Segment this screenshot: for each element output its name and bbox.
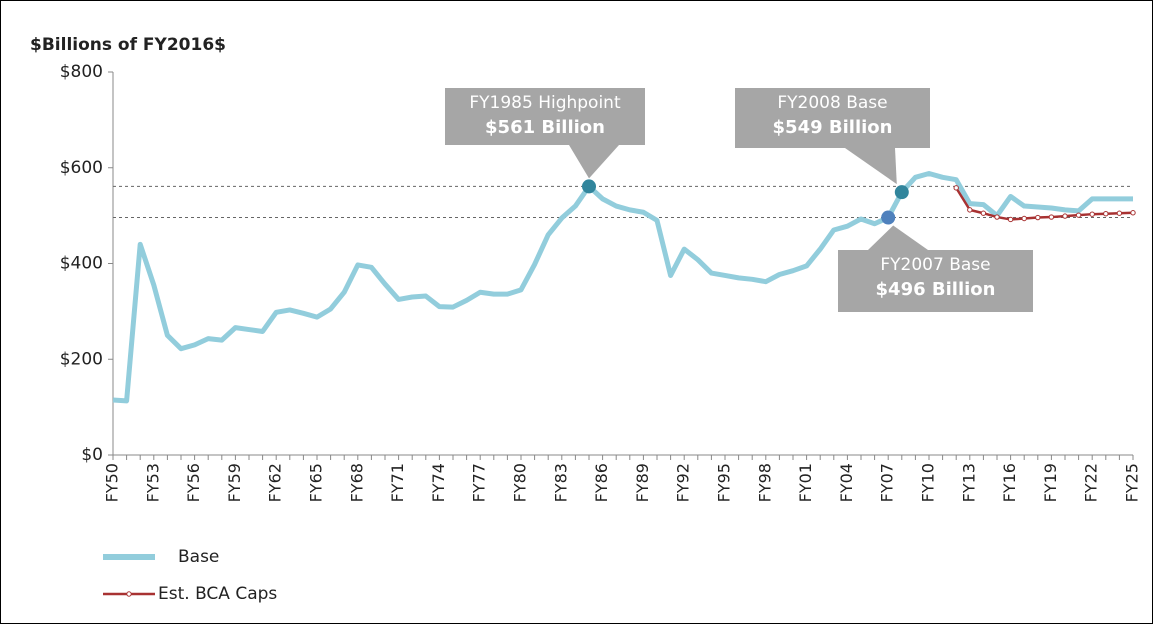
series-point [1075,212,1082,218]
y-tick-label: $800 [60,62,103,82]
callout-text: FY1985 Highpoint [469,93,621,113]
y-tick-label: $200 [60,349,103,369]
series-point [967,207,973,213]
x-tick-label: FY53 [143,463,162,502]
callout-text: FY2007 Base [880,255,990,275]
x-tick-label: FY56 [184,463,203,502]
legend-point [126,591,132,597]
x-tick-label: FY98 [755,463,774,502]
legend-label: Est. BCA Caps [158,584,277,604]
callout-text: FY2008 Base [777,93,887,113]
highlight-point [894,185,909,200]
x-tick-label: FY07 [878,463,897,502]
x-tick-label: FY74 [429,463,448,502]
y-tick-label: $0 [81,445,103,465]
highlight-point [881,210,896,225]
series-point [1062,213,1068,219]
callout-text: $496 Billion [876,279,996,300]
x-tick-label: FY77 [470,463,489,502]
series-point [1035,214,1041,221]
callout-box [445,88,645,145]
series-point [1048,214,1055,220]
x-tick-label: FY04 [837,463,856,502]
x-tick-label: FY89 [633,463,652,502]
series-point [980,210,987,216]
x-tick-label: FY59 [225,463,244,502]
series-point [1089,211,1095,217]
x-tick-label: FY95 [715,463,734,502]
x-tick-label: FY10 [919,463,938,502]
series-point [1021,215,1027,222]
series-point [994,214,1000,220]
legend-label: Base [178,547,219,567]
x-tick-label: FY25 [1123,463,1142,502]
x-tick-label: FY68 [347,463,366,502]
x-tick-label: FY62 [266,463,285,502]
series-point [1103,211,1109,217]
x-tick-label: FY65 [307,463,326,502]
x-tick-label: FY13 [959,463,978,502]
highlight-point [582,179,596,194]
series-line [112,170,1133,404]
callout-text: $549 Billion [773,117,893,138]
series-point [953,185,959,191]
x-tick-label: FY80 [511,463,530,502]
callout-pointer [569,145,619,179]
series-point [1116,210,1123,216]
x-tick-label: FY22 [1082,463,1101,502]
x-tick-label: FY01 [796,463,815,502]
series-point [1007,216,1014,223]
x-tick-label: FY92 [674,463,693,502]
callout-box [735,88,930,148]
x-tick-label: FY83 [551,463,570,502]
x-tick-label: FY16 [1000,463,1019,502]
y-tick-label: $600 [60,158,103,178]
callout-box [838,250,1033,312]
series-point [1130,210,1136,216]
chart-title: $Billions of FY2016$ [30,35,226,55]
y-tick-label: $400 [60,254,103,274]
x-tick-label: FY50 [103,463,122,502]
x-tick-label: FY86 [592,463,611,502]
x-tick-label: FY19 [1041,463,1060,502]
callout-pointer [868,225,928,250]
callout-pointer [845,148,897,185]
x-tick-label: FY71 [388,463,407,502]
callout-text: $561 Billion [485,117,605,138]
